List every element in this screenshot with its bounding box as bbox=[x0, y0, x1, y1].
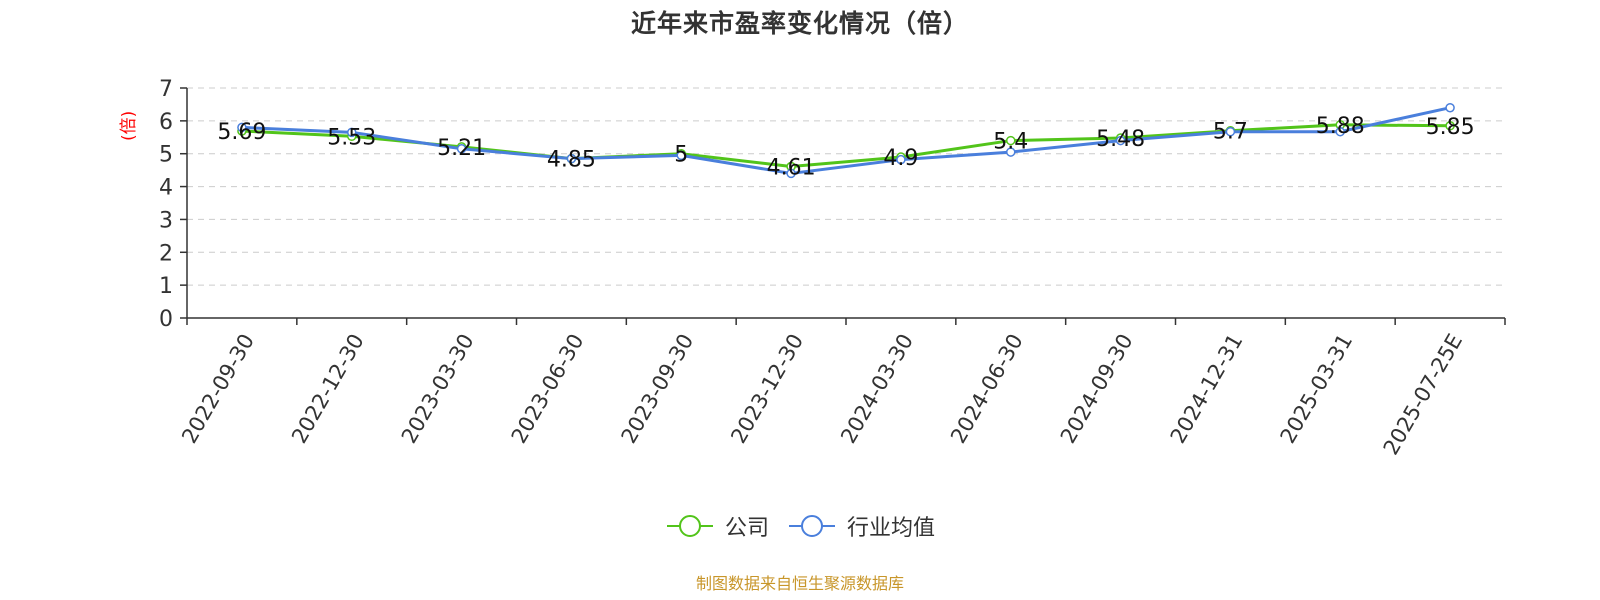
data-label: 4.9 bbox=[883, 146, 918, 171]
y-tick-label: 6 bbox=[159, 110, 173, 135]
chart-title: 近年来市盈率变化情况（倍） bbox=[630, 9, 969, 38]
y-tick-label: 1 bbox=[159, 274, 173, 299]
x-tick-label: 2023-12-30 bbox=[726, 330, 808, 448]
x-tick-label: 2025-07-25E bbox=[1379, 330, 1467, 459]
data-label: 5.21 bbox=[437, 136, 486, 161]
data-point-industry[interactable] bbox=[566, 153, 577, 164]
y-tick-label: 5 bbox=[159, 143, 173, 168]
data-label: 5.4 bbox=[993, 130, 1028, 155]
legend-item-company[interactable]: 公司 bbox=[665, 510, 769, 542]
x-tick-label: 2025-03-31 bbox=[1276, 330, 1358, 448]
x-tick-label: 2024-09-30 bbox=[1056, 330, 1138, 448]
data-label: 5.88 bbox=[1316, 114, 1365, 139]
data-point-industry[interactable] bbox=[676, 150, 686, 161]
y-tick-label: 2 bbox=[159, 241, 173, 266]
data-point-industry[interactable] bbox=[1115, 135, 1126, 146]
data-point-industry[interactable] bbox=[1445, 102, 1455, 113]
y-tick-label: 7 bbox=[159, 77, 173, 102]
x-tick-label: 2023-06-30 bbox=[507, 330, 589, 448]
x-tick-label: 2023-03-30 bbox=[397, 330, 479, 448]
data-labels: 5.69 5.53 5.21 4.85 5 4.61 4.9 5.4 5.48 5.7 5.88 5.… bbox=[217, 114, 1474, 181]
data-point-industry[interactable] bbox=[1335, 126, 1345, 137]
data-point-industry[interactable] bbox=[1006, 147, 1016, 157]
data-point-industry[interactable] bbox=[786, 168, 796, 179]
y-tick-label: 3 bbox=[159, 208, 173, 233]
data-label: 5.85 bbox=[1426, 115, 1475, 140]
gridlines bbox=[187, 87, 1505, 286]
x-tick-label: 2024-12-31 bbox=[1166, 330, 1248, 448]
legend: 公司 行业均值 bbox=[0, 510, 1600, 542]
x-tick-label: 2022-12-30 bbox=[287, 330, 369, 448]
y-tick-label: 0 bbox=[159, 307, 173, 332]
data-label: 5.53 bbox=[327, 125, 376, 150]
legend-industry-label: 行业均值 bbox=[847, 516, 936, 541]
series-line-industry bbox=[241, 106, 1451, 175]
legend-industry-icon bbox=[789, 515, 835, 537]
x-tick-label: 2024-06-30 bbox=[946, 330, 1028, 448]
data-label: 5.69 bbox=[217, 120, 266, 145]
data-point-industry[interactable] bbox=[237, 122, 247, 133]
data-label: 5 bbox=[674, 143, 688, 168]
y-tick-label: 4 bbox=[159, 176, 173, 201]
data-point-company[interactable] bbox=[1006, 135, 1016, 146]
data-point-industry[interactable] bbox=[896, 154, 906, 165]
x-tick-label: 2022-09-30 bbox=[177, 330, 259, 448]
data-point-industry[interactable] bbox=[456, 144, 467, 154]
legend-company-label: 公司 bbox=[724, 516, 769, 541]
data-label: 4.85 bbox=[547, 148, 596, 173]
source-note: 制图数据来自恒生聚源数据库 bbox=[695, 574, 904, 593]
x-tick-label: 2023-09-30 bbox=[617, 330, 699, 448]
data-label: 5.7 bbox=[1213, 120, 1248, 145]
legend-item-industry[interactable]: 行业均值 bbox=[787, 510, 935, 542]
series-lines bbox=[237, 102, 1455, 179]
x-tick-label: 2024-03-30 bbox=[836, 330, 918, 448]
data-label: 4.61 bbox=[767, 156, 816, 181]
data-point-industry[interactable] bbox=[1225, 126, 1236, 137]
data-point-company[interactable] bbox=[1445, 121, 1455, 131]
data-label: 5.48 bbox=[1096, 127, 1145, 152]
legend-company-icon bbox=[666, 515, 713, 537]
data-point-industry[interactable] bbox=[347, 127, 357, 138]
